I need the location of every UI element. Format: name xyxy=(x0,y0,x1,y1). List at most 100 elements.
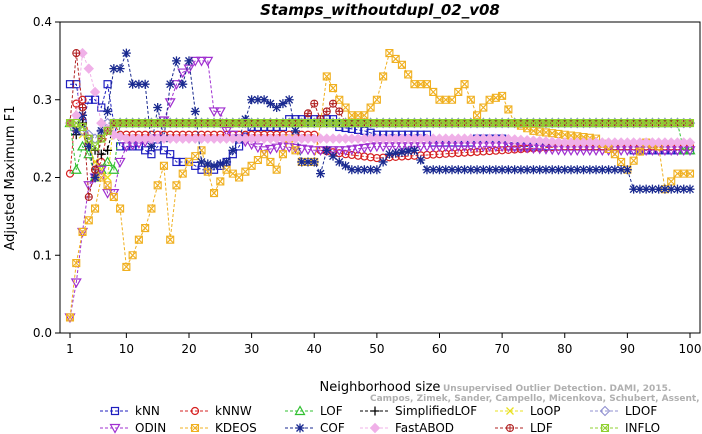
data-point xyxy=(579,165,589,175)
data-point xyxy=(685,119,695,128)
data-point xyxy=(560,165,570,175)
data-point xyxy=(510,165,520,175)
data-point xyxy=(366,165,376,175)
data-point xyxy=(103,126,112,135)
data-point xyxy=(369,422,381,434)
data-point xyxy=(79,104,87,112)
data-point xyxy=(140,79,150,89)
data-point xyxy=(78,227,87,236)
credit-line-2: Campos, Zimek, Sander, Campello, Micenko… xyxy=(370,394,702,404)
data-point xyxy=(666,184,676,194)
plot-frame xyxy=(59,21,701,334)
data-point xyxy=(434,165,444,175)
data-point xyxy=(264,144,276,155)
data-point xyxy=(629,156,638,165)
data-point xyxy=(685,169,695,178)
data-point xyxy=(341,103,350,112)
data-point xyxy=(510,145,519,154)
data-point xyxy=(172,181,181,190)
data-point xyxy=(128,251,137,260)
data-point xyxy=(103,106,113,116)
legend-entry-loop: LoOP xyxy=(495,404,561,418)
data-point xyxy=(516,165,526,175)
data-point xyxy=(208,107,220,118)
data-point xyxy=(190,406,200,416)
data-point xyxy=(346,145,358,156)
y-tick-label: 0.4 xyxy=(33,15,52,29)
y-axis-label: Adjusted Maximum F1 xyxy=(3,106,18,251)
data-point xyxy=(478,165,488,175)
data-point xyxy=(109,64,119,74)
data-point xyxy=(247,95,257,105)
data-point xyxy=(610,165,620,175)
data-point xyxy=(159,161,168,170)
data-point xyxy=(84,216,93,225)
series-line xyxy=(69,52,690,318)
data-point xyxy=(629,184,639,194)
data-point xyxy=(323,107,331,115)
data-point xyxy=(78,95,87,104)
data-point xyxy=(472,147,482,156)
data-point xyxy=(335,107,344,116)
data-point xyxy=(635,184,645,194)
y-tick-label: 0.0 xyxy=(33,326,52,340)
data-point xyxy=(272,165,281,174)
data-point xyxy=(379,72,388,81)
data-point xyxy=(134,235,143,244)
data-point xyxy=(334,157,344,167)
legend-label: LDOF xyxy=(625,404,657,418)
legend-label: ODIN xyxy=(135,421,166,434)
x-tick-label: 100 xyxy=(679,342,702,356)
data-point xyxy=(322,145,332,155)
data-point xyxy=(479,103,488,112)
data-point xyxy=(65,313,75,322)
data-point xyxy=(115,64,125,74)
data-point xyxy=(109,192,118,201)
data-point xyxy=(253,95,263,105)
data-point xyxy=(166,235,175,244)
legend: kNN kNNW LOF SimplifiedLOF LoOP LDOF ODIN KDEOS… xyxy=(100,404,660,434)
data-point xyxy=(498,91,507,100)
data-point xyxy=(566,165,576,175)
data-point xyxy=(454,148,463,158)
data-point xyxy=(384,149,394,159)
data-point xyxy=(473,111,482,120)
data-point xyxy=(304,109,312,117)
legend-label: INFLO xyxy=(625,421,660,434)
data-point xyxy=(197,157,207,167)
data-point xyxy=(110,406,120,416)
series-kdeos xyxy=(65,49,695,322)
series-line xyxy=(69,51,690,190)
data-point xyxy=(96,126,106,136)
data-point xyxy=(195,56,208,67)
data-point xyxy=(479,147,488,156)
data-point xyxy=(178,169,187,178)
legend-entry-knn: kNN xyxy=(100,404,160,418)
data-point xyxy=(667,177,676,186)
data-point xyxy=(72,49,81,58)
data-point xyxy=(660,184,670,194)
data-point xyxy=(297,157,307,167)
chart-title: Stamps_withoutdupl_02_v08 xyxy=(260,1,500,19)
data-point xyxy=(78,110,88,120)
data-point xyxy=(91,166,99,174)
data-point xyxy=(121,48,131,58)
data-point xyxy=(303,157,313,167)
legend-entry-cof: COF xyxy=(285,421,345,434)
legend-label: kNN xyxy=(135,404,160,418)
credit-line-1: Unsupervised Outlier Detection. DAMI, 20… xyxy=(443,384,671,394)
data-point xyxy=(91,204,100,213)
y-tick-label: 0.2 xyxy=(33,171,52,185)
data-point xyxy=(166,150,175,159)
data-point xyxy=(622,165,632,175)
data-point xyxy=(178,157,187,167)
data-point xyxy=(372,153,381,163)
data-point xyxy=(97,173,106,182)
data-point xyxy=(291,146,300,155)
data-point xyxy=(214,107,226,118)
data-point xyxy=(308,146,320,157)
data-point xyxy=(70,164,82,174)
data-point xyxy=(635,147,644,156)
data-point xyxy=(89,86,101,98)
x-tick-label: 40 xyxy=(307,342,322,356)
